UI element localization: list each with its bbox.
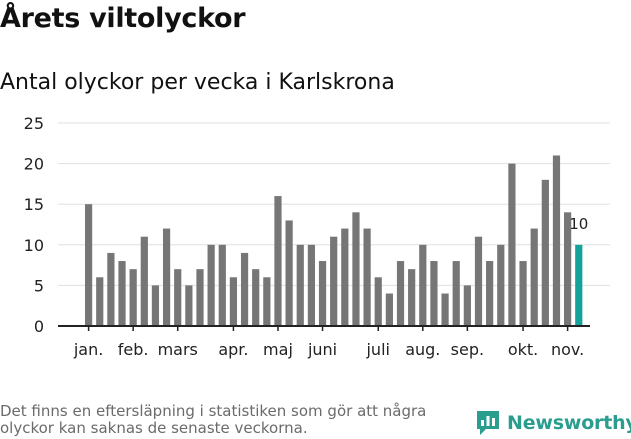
- bar-week-35: [463, 285, 471, 326]
- bar-week-2: [96, 277, 104, 326]
- bar-week-18: [274, 196, 282, 326]
- bar-week-43: [552, 155, 561, 326]
- bar-week-21: [307, 244, 315, 326]
- y-tick-label: 15: [24, 195, 44, 214]
- newsworthy-logo: Newsworthy: [475, 407, 631, 439]
- weekly-accidents-bar-chart: 0 5 10 15 20 25 jan. feb. mars apr. maj juni juli au…: [24, 114, 610, 359]
- data-labels: 10: [569, 215, 588, 233]
- bar-week-7: [151, 285, 160, 326]
- bar-week-30: [408, 269, 416, 326]
- x-tick-label-month: jan.: [73, 340, 103, 359]
- bar-week-28: [385, 293, 393, 326]
- bar-week-6: [140, 236, 148, 326]
- chart-title: Årets viltolyckor: [0, 3, 246, 34]
- y-axis-ticks: 0 5 10 15 20 25: [24, 114, 44, 336]
- bar-week-25: [352, 212, 360, 326]
- x-tick-label-month: apr.: [218, 340, 248, 359]
- x-tick-label-month: sep.: [451, 340, 484, 359]
- x-tick-label-month: juni: [307, 340, 337, 359]
- y-tick-label: 0: [34, 317, 44, 336]
- bar-current-week: [575, 244, 583, 326]
- data-label-current-week: 10: [569, 215, 588, 233]
- grid-lines: [58, 122, 610, 286]
- bar-week-23: [330, 236, 338, 326]
- bar-week-33: [441, 293, 449, 326]
- bar-week-14: [229, 277, 238, 326]
- bar-week-32: [430, 261, 438, 326]
- bar-week-8: [162, 228, 171, 326]
- x-tick-label-month: mars: [158, 340, 198, 359]
- bar-week-26: [363, 228, 371, 326]
- x-tick-label-month: feb.: [118, 340, 149, 359]
- bar-week-1: [85, 204, 93, 326]
- bar-week-15: [240, 252, 249, 326]
- bar-week-36: [474, 236, 483, 326]
- bar-week-10: [185, 285, 193, 326]
- bar-week-31: [419, 244, 427, 326]
- chart-subtitle: Antal olyckor per vecka i Karlskrona: [0, 70, 395, 95]
- bar-week-37: [486, 261, 494, 326]
- bar-week-29: [396, 261, 405, 326]
- bar-week-24: [341, 228, 349, 326]
- bar-week-41: [530, 228, 538, 326]
- y-tick-label: 10: [24, 236, 44, 255]
- bar-week-9: [174, 269, 182, 326]
- bar-week-12: [207, 244, 215, 326]
- x-axis-ticks: jan. feb. mars apr. maj juni juli aug. sep. okt. n…: [73, 326, 584, 359]
- y-tick-label: 20: [24, 155, 44, 174]
- x-tick-label-month: nov.: [551, 340, 584, 359]
- bar-week-13: [218, 244, 226, 326]
- x-tick-label-month: aug.: [405, 340, 440, 359]
- bar-week-4: [118, 261, 126, 326]
- bar-week-40: [519, 261, 527, 326]
- brand-name: Newsworthy: [507, 412, 631, 434]
- bar-week-42: [541, 179, 549, 326]
- bar-week-38: [497, 244, 505, 326]
- x-tick-label-month: juli: [365, 340, 389, 359]
- bar-week-19: [285, 220, 293, 326]
- bar-week-44: [564, 212, 572, 326]
- x-tick-label-month: maj: [263, 340, 293, 359]
- bar-week-22: [318, 261, 327, 326]
- bar-week-3: [107, 252, 115, 326]
- bar-week-5: [129, 269, 137, 326]
- bar-week-11: [196, 269, 204, 326]
- bar-week-16: [252, 269, 260, 326]
- bars: [85, 155, 583, 326]
- bar-week-27: [374, 277, 382, 326]
- bar-week-34: [452, 261, 460, 326]
- bar-week-17: [263, 277, 271, 326]
- footnote: Det finns en eftersläpning i statistiken…: [0, 402, 427, 437]
- x-tick-label-month: okt.: [508, 340, 538, 359]
- y-tick-label: 25: [24, 114, 44, 133]
- bar-chart-speech-bubble-icon: [477, 411, 499, 435]
- bar-week-39: [508, 163, 516, 326]
- bar-week-20: [296, 244, 304, 326]
- y-tick-label: 5: [34, 276, 44, 295]
